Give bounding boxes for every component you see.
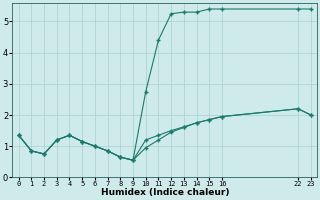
- X-axis label: Humidex (Indice chaleur): Humidex (Indice chaleur): [100, 188, 229, 197]
